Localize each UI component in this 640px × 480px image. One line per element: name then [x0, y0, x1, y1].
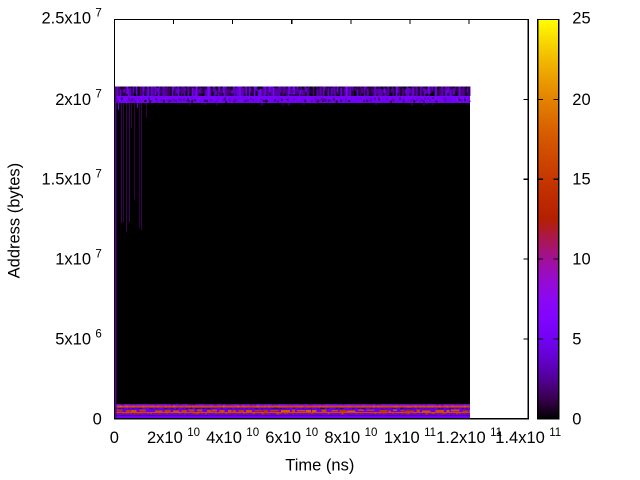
svg-text:6x10: 6x10	[265, 429, 301, 447]
svg-text:5: 5	[572, 330, 581, 348]
svg-text:10: 10	[246, 427, 259, 439]
svg-text:7: 7	[95, 8, 101, 20]
svg-text:7: 7	[95, 89, 101, 101]
svg-text:11: 11	[424, 427, 436, 439]
svg-text:10: 10	[572, 251, 590, 269]
svg-text:1x10: 1x10	[55, 251, 91, 269]
svg-text:20: 20	[572, 91, 590, 109]
svg-text:0: 0	[93, 410, 102, 428]
svg-text:11: 11	[490, 427, 502, 439]
svg-text:15: 15	[572, 171, 590, 189]
svg-text:1x10: 1x10	[384, 429, 420, 447]
svg-text:25: 25	[572, 10, 590, 28]
svg-text:7: 7	[95, 248, 101, 260]
svg-text:1.5x10: 1.5x10	[41, 171, 91, 189]
svg-text:5x10: 5x10	[55, 330, 91, 348]
svg-text:7: 7	[95, 169, 101, 181]
svg-text:10: 10	[365, 427, 378, 439]
svg-text:4x10: 4x10	[206, 429, 242, 447]
svg-text:11: 11	[549, 427, 561, 439]
svg-text:10: 10	[187, 427, 200, 439]
svg-text:10: 10	[305, 427, 318, 439]
svg-text:Time (ns): Time (ns)	[285, 457, 354, 475]
svg-text:Address (bytes): Address (bytes)	[6, 163, 24, 279]
svg-text:1.4x10: 1.4x10	[495, 429, 545, 447]
svg-text:0: 0	[572, 410, 581, 428]
svg-text:6: 6	[95, 328, 101, 340]
svg-text:8x10: 8x10	[324, 429, 360, 447]
svg-text:0: 0	[110, 429, 119, 447]
svg-text:2x10: 2x10	[55, 91, 91, 109]
svg-text:2.5x10: 2.5x10	[41, 10, 91, 28]
svg-text:1.2x10: 1.2x10	[436, 429, 486, 447]
svg-text:2x10: 2x10	[147, 429, 183, 447]
